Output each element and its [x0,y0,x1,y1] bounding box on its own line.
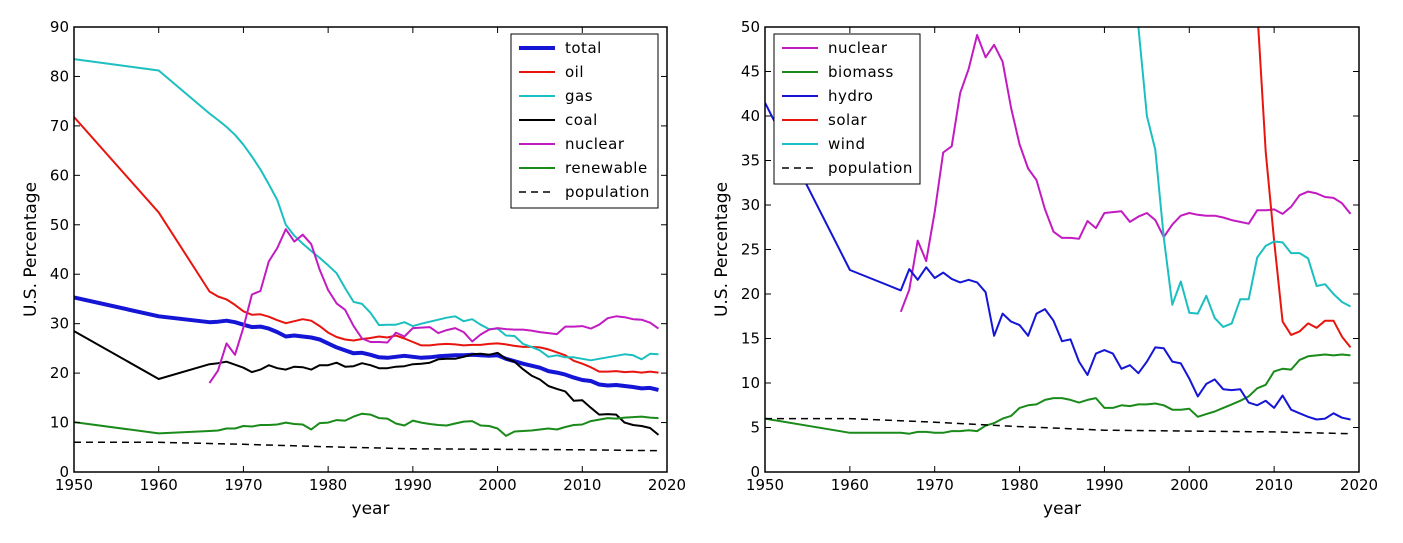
x-tick-label: 1970 [224,476,262,494]
y-tick-label: 20 [50,364,69,382]
legend-label-renewable: renewable [565,159,648,177]
series-line-renewable [74,412,659,437]
series-line-nuclear [208,228,660,384]
y-tick-label: 35 [741,152,760,170]
x-tick-label: 1970 [916,476,954,494]
series-line-population [74,441,659,452]
y-tick-label: 60 [50,166,69,184]
y-tick-label: 30 [50,315,69,333]
y-tick-label: 20 [741,285,760,303]
right-chart: 1950 1960 1970 1980 1990 2000 2010 2020 0 5 10 15 20… [712,18,1378,519]
legend: total oil gas coal nuclear renewable populatio… [510,33,659,209]
y-tick-label: 45 [741,63,760,81]
series-line-nuclear [899,34,1352,313]
x-tick-label: 2000 [1170,476,1208,494]
plot-area [765,27,1352,435]
x-tick-label: 1990 [394,476,432,494]
legend-label-wind: wind [828,135,865,153]
x-tick-label: 2020 [648,476,686,494]
legend-label-gas: gas [565,87,593,105]
x-axis-label: year [352,499,390,519]
y-tick-label: 10 [50,414,69,432]
x-tick-label: 2020 [1340,476,1378,494]
legend-box [773,33,921,185]
y-tick-label: 0 [750,463,760,481]
y-tick-label: 80 [50,67,69,85]
legend-label-biomass: biomass [828,63,894,81]
series-line-coal [74,330,660,436]
legend-label-population: population [828,159,913,177]
series-line-total [74,295,659,392]
series-line-oil [74,116,659,374]
legend-label-nuclear: nuclear [565,135,625,153]
series-line-biomass [765,353,1351,435]
legend-label-oil: oil [565,63,584,81]
series-line-gas [74,58,659,362]
y-tick-label: 5 [750,419,760,437]
y-tick-label: 15 [741,330,760,348]
y-axis-label: U.S. Percentage [21,182,41,317]
x-tick-label: 1950 [746,476,784,494]
y-tick-label: 10 [741,374,760,392]
y-tick-label: 25 [741,241,760,259]
y-tick-label: 70 [50,117,69,135]
series-line-solar [1257,27,1352,349]
legend-label-hydro: hydro [828,87,873,105]
y-tick-label: 30 [741,196,760,214]
x-tick-label: 1980 [1000,476,1038,494]
y-tick-label: 50 [50,216,69,234]
axes-frame [73,26,668,473]
legend: nuclear biomass hydro solar wind population [773,33,921,185]
x-axis-label: year [1043,499,1081,519]
x-tick-label: 1980 [309,476,347,494]
series-line-wind [1137,27,1351,328]
legend-label-total: total [565,39,602,57]
x-tick-label: 2010 [563,476,601,494]
y-tick-label: 50 [741,18,760,36]
x-tick-label: 1990 [1085,476,1123,494]
series-line-population [765,417,1351,435]
y-tick-label: 0 [59,463,69,481]
legend-label-population: population [565,183,650,201]
y-tick-label: 40 [741,107,760,125]
x-tick-label: 1960 [831,476,869,494]
x-tick-label: 1950 [55,476,93,494]
legend-label-nuclear: nuclear [828,39,888,57]
legend-label-coal: coal [565,111,598,129]
y-tick-label: 90 [50,18,69,36]
y-axis-label: U.S. Percentage [712,182,732,317]
x-tick-label: 2010 [1255,476,1293,494]
series-line-hydro [765,102,1351,421]
plot-area [74,58,660,452]
legend-label-solar: solar [828,111,867,129]
left-chart: 1950 1960 1970 1980 1990 2000 2010 2020 0 10 20 30 4… [21,18,686,519]
x-tick-label: 1960 [140,476,178,494]
x-tick-label: 2000 [478,476,516,494]
y-tick-label: 40 [50,265,69,283]
